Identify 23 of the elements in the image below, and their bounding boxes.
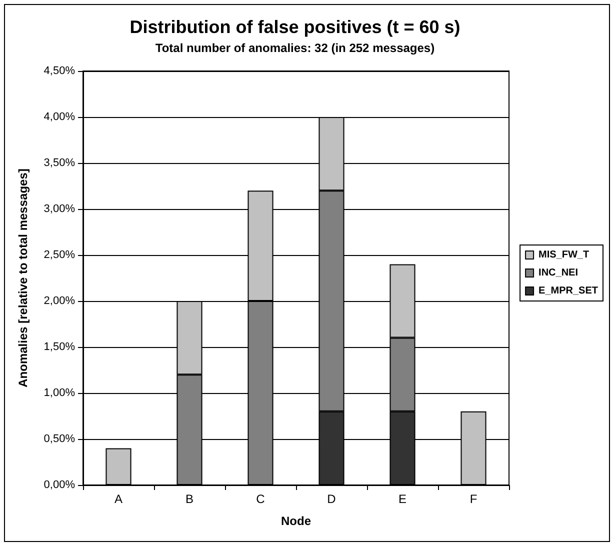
x-tick-label: B (185, 492, 194, 506)
x-tick-label: E (398, 492, 407, 506)
legend-label: INC_NEI (538, 268, 578, 278)
x-axis-title: Node (281, 514, 312, 528)
legend-label: MIS_FW_T (538, 250, 590, 260)
y-tick-label: 1,00% (44, 387, 76, 399)
legend-label: E_MPR_SET (538, 286, 598, 296)
y-tick-label: 2,00% (44, 295, 76, 307)
chart-subtitle: Total number of anomalies: 32 (in 252 messages) (155, 41, 435, 55)
x-tick-label: D (327, 492, 336, 506)
x-tick-label: C (256, 492, 266, 506)
y-axis-title: Anomalies [relative to total messages] (16, 168, 30, 388)
chart-title: Distribution of false positives (t = 60 s) (130, 17, 460, 37)
x-tick-label: F (470, 492, 478, 506)
y-tick-label: 0,50% (44, 433, 76, 445)
y-tick-label: 0,00% (44, 479, 76, 491)
y-tick-label: 3,00% (44, 203, 76, 215)
y-tick-label: 4,00% (44, 111, 76, 123)
y-tick-label: 3,50% (44, 157, 76, 169)
x-tick-label: A (114, 492, 123, 506)
y-tick-label: 2,50% (44, 249, 76, 261)
y-tick-label: 1,50% (44, 341, 76, 353)
y-tick-label: 4,50% (44, 65, 76, 77)
